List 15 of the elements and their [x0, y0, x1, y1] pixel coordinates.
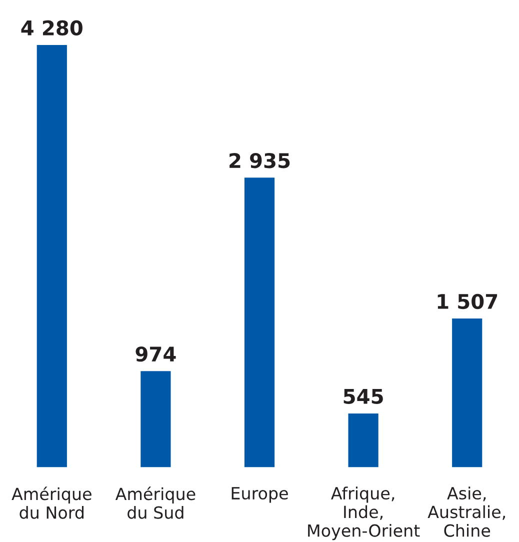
x-tick-label: Asie, Australie, Chine [428, 486, 506, 537]
x-tick-label: Amérique du Nord [12, 486, 92, 519]
data-label: 545 [344, 389, 383, 404]
bar [36, 44, 67, 468]
x-tick-label: Amérique du Sud [115, 486, 196, 519]
data-label: 1 507 [438, 294, 498, 310]
data-label: 4 280 [21, 20, 82, 36]
bar [140, 371, 171, 468]
bar [244, 178, 275, 468]
x-tick-label: Europe [232, 487, 288, 503]
bar [452, 318, 482, 468]
data-label: 2 935 [230, 152, 290, 168]
bar [348, 413, 378, 468]
data-label: 974 [136, 346, 176, 362]
x-tick-label: Afrique, Inde, Moyen-Orient [308, 486, 420, 540]
